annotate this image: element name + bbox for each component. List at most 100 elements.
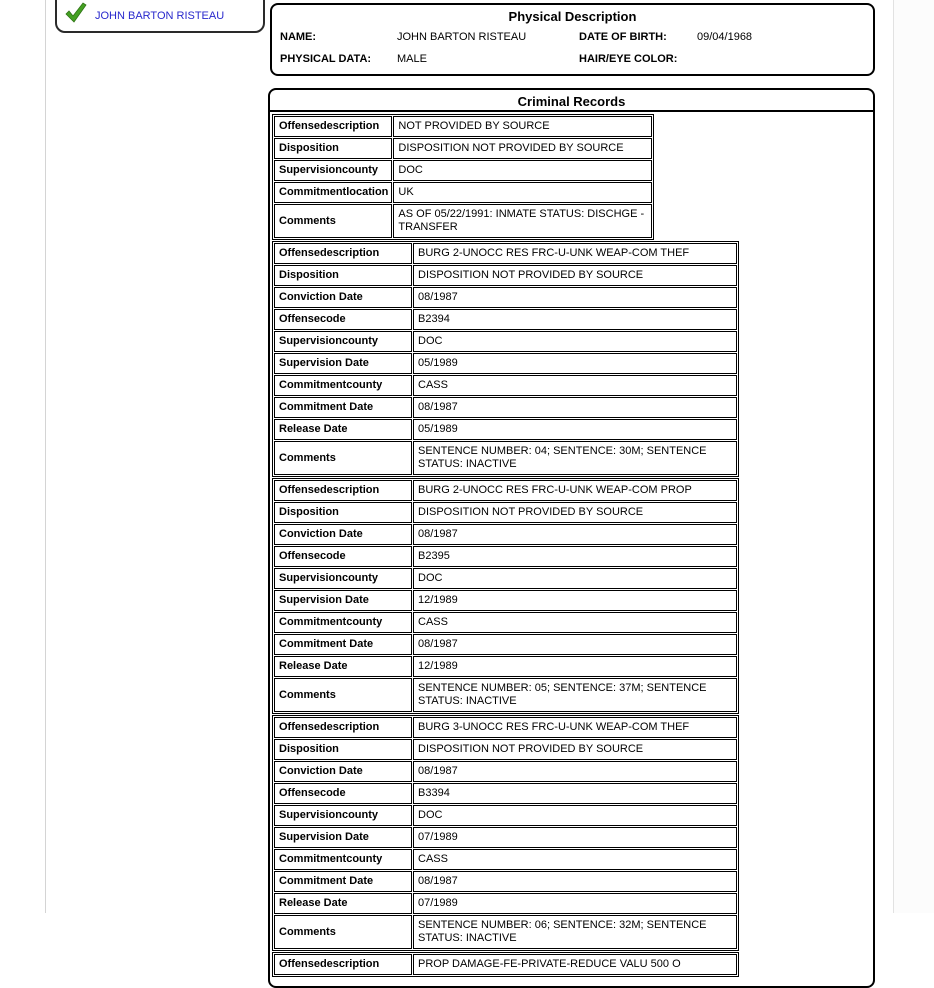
- record-field-value: 08/1987: [413, 634, 737, 655]
- record-field-label: Commitmentcounty: [274, 849, 412, 870]
- search-result-item[interactable]: JOHN BARTON RISTEAU: [55, 0, 265, 33]
- record-field-label: Release Date: [274, 656, 412, 677]
- record-field-value: DOC: [413, 805, 737, 826]
- record-field-label: Offensedescription: [274, 116, 393, 137]
- record-field-value: 05/1989: [413, 419, 737, 440]
- person-name-link[interactable]: JOHN BARTON RISTEAU: [95, 10, 225, 22]
- field-label: PHYSICAL DATA:: [280, 53, 372, 65]
- record-field-value: CASS: [413, 612, 737, 633]
- record-field-value: CASS: [413, 849, 737, 870]
- field-value: [697, 53, 873, 65]
- record-field-value: B2394: [413, 309, 737, 330]
- physical-description-title: Physical Description: [508, 9, 637, 24]
- record-table: Offensedescription BURG 2-UNOCC RES FRC-U…: [272, 241, 739, 477]
- record-row: Release Date 07/1989: [274, 893, 737, 914]
- record-field-label: Disposition: [274, 502, 412, 523]
- record-field-value: 08/1987: [413, 761, 737, 782]
- record-field-label: Commitment Date: [274, 397, 412, 418]
- field-label: HAIR/EYE COLOR:: [579, 53, 678, 65]
- record-field-value: AS OF 05/22/1991: INMATE STATUS: DISCHGE…: [393, 204, 653, 238]
- record-field-label: Comments: [274, 915, 412, 949]
- record-row: Disposition DISPOSITION NOT PROVIDED BY S…: [274, 502, 737, 523]
- record-field-label: Comments: [274, 441, 412, 475]
- record-field-value: SENTENCE NUMBER: 04; SENTENCE: 30M; SENT…: [413, 441, 737, 475]
- record-row: Conviction Date 08/1987: [274, 287, 737, 308]
- record-field-value: UK: [393, 182, 653, 203]
- record-field-label: Supervision Date: [274, 353, 412, 374]
- record-field-label: Supervisioncounty: [274, 568, 412, 589]
- record-row: Commitment Date 08/1987: [274, 397, 737, 418]
- record-row: Supervisioncounty DOC: [274, 160, 653, 181]
- record-field-label: Offensecode: [274, 783, 412, 804]
- record-field-label: Release Date: [274, 419, 412, 440]
- record-field-value: B2395: [413, 546, 737, 567]
- record-row: Supervision Date 12/1989: [274, 590, 737, 611]
- record-field-value: 07/1989: [413, 893, 737, 914]
- record-field-value: 07/1989: [413, 827, 737, 848]
- right-edge-strip: [893, 0, 934, 913]
- record-row: Release Date 12/1989: [274, 656, 737, 677]
- record-field-value: 12/1989: [413, 656, 737, 677]
- record-field-label: Commitmentcounty: [274, 612, 412, 633]
- record-field-value: BURG 2-UNOCC RES FRC-U-UNK WEAP-COM THEF: [413, 243, 737, 264]
- record-row: Commitment Date 08/1987: [274, 871, 737, 892]
- record-field-label: Comments: [274, 204, 393, 238]
- record-field-value: DISPOSITION NOT PROVIDED BY SOURCE: [393, 138, 653, 159]
- field-value: 09/04/1968: [697, 31, 753, 43]
- left-panel-divider: [45, 0, 46, 913]
- record-field-value: DOC: [413, 568, 737, 589]
- record-field-value: BURG 3-UNOCC RES FRC-U-UNK WEAP-COM THEF: [413, 717, 737, 738]
- criminal-records-list: Offensedescription NOT PROVIDED BY SOURCE…: [270, 112, 873, 977]
- record-field-value: 08/1987: [413, 871, 737, 892]
- record-row: Commitment Date 08/1987: [274, 634, 737, 655]
- record-row: Offensedescription NOT PROVIDED BY SOURCE: [274, 116, 653, 137]
- record-table: Offensedescription BURG 3-UNOCC RES FRC-U…: [272, 715, 739, 951]
- record-field-value: CASS: [413, 375, 737, 396]
- criminal-records-section: Criminal Records Offensedescription NOT P…: [268, 88, 875, 988]
- record-row: Release Date 05/1989: [274, 419, 737, 440]
- record-field-label: Offensedescription: [274, 243, 412, 264]
- record-table: Offensedescription NOT PROVIDED BY SOURCE…: [272, 114, 655, 240]
- record-row: Conviction Date 08/1987: [274, 761, 737, 782]
- record-field-label: Supervisioncounty: [274, 805, 412, 826]
- record-row: Offensecode B2395: [274, 546, 737, 567]
- record-row: Comments SENTENCE NUMBER: 05; SENTENCE: 3…: [274, 678, 737, 712]
- record-field-label: Supervision Date: [274, 590, 412, 611]
- record-field-value: B3394: [413, 783, 737, 804]
- record-field-value: DISPOSITION NOT PROVIDED BY SOURCE: [413, 265, 737, 286]
- record-field-label: Conviction Date: [274, 287, 412, 308]
- record-field-label: Commitmentlocation: [274, 182, 393, 203]
- record-field-value: NOT PROVIDED BY SOURCE: [393, 116, 653, 137]
- record-row: Offensedescription PROP DAMAGE-FE-PRIVATE…: [274, 954, 737, 975]
- record-field-label: Supervisioncounty: [274, 331, 412, 352]
- record-field-label: Release Date: [274, 893, 412, 914]
- record-row: Conviction Date 08/1987: [274, 524, 737, 545]
- record-row: Comments SENTENCE NUMBER: 06; SENTENCE: 3…: [274, 915, 737, 949]
- record-table: Offensedescription PROP DAMAGE-FE-PRIVATE…: [272, 952, 739, 977]
- record-field-value: SENTENCE NUMBER: 06; SENTENCE: 32M; SENT…: [413, 915, 737, 949]
- record-field-value: PROP DAMAGE-FE-PRIVATE-REDUCE VALU 500 O: [413, 954, 737, 975]
- criminal-records-header: Criminal Records: [270, 90, 873, 112]
- record-row: Offensedescription BURG 3-UNOCC RES FRC-U…: [274, 717, 737, 738]
- record-field-label: Offensedescription: [274, 717, 412, 738]
- record-row: Supervision Date 05/1989: [274, 353, 737, 374]
- record-field-value: 08/1987: [413, 287, 737, 308]
- record-field-label: Comments: [274, 678, 412, 712]
- record-field-label: Offensedescription: [274, 954, 412, 975]
- record-field-value: SENTENCE NUMBER: 05; SENTENCE: 37M; SENT…: [413, 678, 737, 712]
- record-field-label: Supervision Date: [274, 827, 412, 848]
- record-row: Disposition DISPOSITION NOT PROVIDED BY S…: [274, 265, 737, 286]
- record-field-value: BURG 2-UNOCC RES FRC-U-UNK WEAP-COM PROP: [413, 480, 737, 501]
- physical-description-section: Physical Description NAME: JOHN BARTON RI…: [270, 3, 875, 76]
- record-field-label: Commitmentcounty: [274, 375, 412, 396]
- record-row: Offensedescription BURG 2-UNOCC RES FRC-U…: [274, 480, 737, 501]
- record-field-value: DISPOSITION NOT PROVIDED BY SOURCE: [413, 739, 737, 760]
- record-field-label: Conviction Date: [274, 761, 412, 782]
- field-value: JOHN BARTON RISTEAU: [397, 31, 527, 43]
- record-field-label: Disposition: [274, 138, 393, 159]
- record-row: Commitmentcounty CASS: [274, 612, 737, 633]
- physical-description-fields: NAME: JOHN BARTON RISTEAU DATE OF BIRTH: 09…: [272, 24, 873, 65]
- record-row: Commitmentcounty CASS: [274, 375, 737, 396]
- record-row: Supervisioncounty DOC: [274, 568, 737, 589]
- field-label: DATE OF BIRTH:: [579, 31, 667, 43]
